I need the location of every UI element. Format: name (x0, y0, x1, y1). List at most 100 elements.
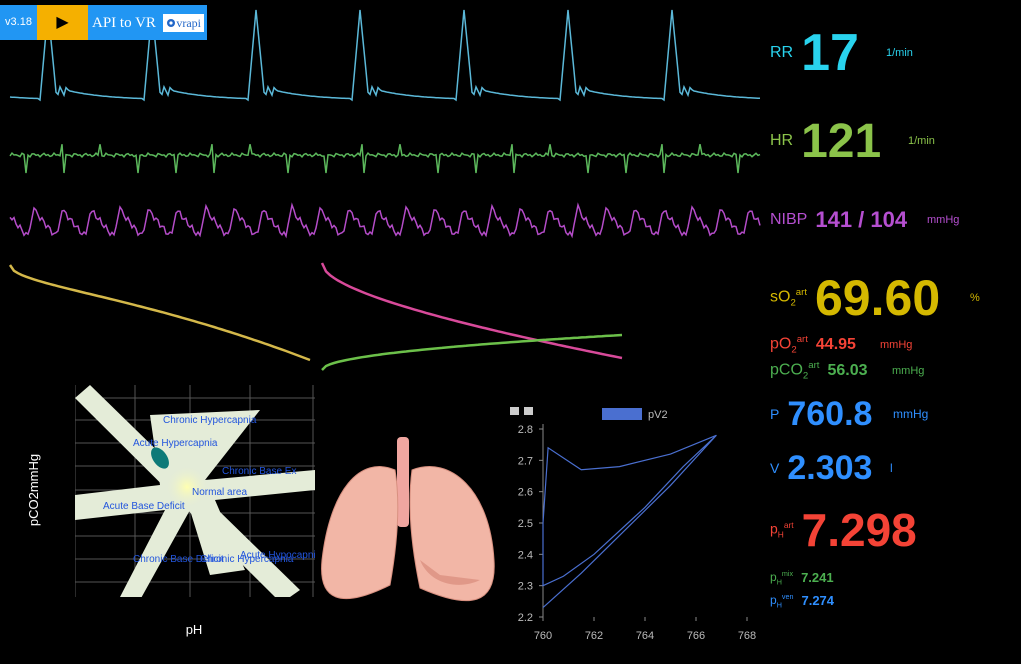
y-tick-label: 2.5 (518, 518, 533, 530)
label-sup: art (783, 520, 794, 531)
vital-value: 7.274 (801, 593, 835, 608)
label-sub: H (776, 600, 782, 610)
x-axis-label: pH (186, 622, 203, 637)
y-tick-label: 2.8 (518, 424, 533, 436)
region-label: Acute Hypercapnia (133, 438, 218, 449)
y-tick-label: 2.3 (518, 581, 533, 593)
label-text: p (770, 520, 778, 537)
trend-yellow (8, 264, 311, 362)
vital-unit: % (970, 292, 980, 304)
y-tick-label: 2.4 (518, 549, 533, 561)
download-icon (510, 407, 519, 415)
vital-label: RR (770, 44, 793, 62)
vital-label: P (770, 406, 779, 422)
region-label: Chronic Hypercapnia (163, 415, 257, 426)
vital-rr: RR 17 1/min (770, 22, 913, 84)
trend-green (321, 333, 623, 371)
vital-pco2: pCO2art 56.03 mmHg (770, 358, 924, 384)
vital-label: pHmix (770, 569, 793, 586)
x-tick-label: 768 (738, 630, 756, 642)
vital-unit: mmHg (880, 339, 913, 351)
api-link[interactable]: API to VR (92, 15, 156, 31)
vital-value: 121 (801, 114, 882, 168)
region-label: Chronic Base Deficit (133, 554, 224, 565)
vital-label: NIBP (770, 211, 807, 229)
acid-base-diagram: Chronic Hypercapnia Acute Hypercapnia Chro… (75, 385, 322, 597)
vital-label: pHven (770, 592, 793, 609)
y-tick-label: 2.6 (518, 487, 533, 499)
vital-label: pHart (770, 520, 794, 539)
vital-unit: 1/min (886, 47, 913, 59)
region-label: Chronic Base Ex (222, 466, 296, 477)
vital-label: sO2art (770, 287, 807, 309)
label-sub: 2 (791, 344, 797, 356)
y-axis-label: pCO2mmHg (26, 454, 41, 526)
label-sub: 2 (802, 370, 809, 382)
gear-icon (167, 19, 176, 27)
trend-pink (320, 262, 623, 360)
vital-value: 69.60 (815, 270, 941, 326)
vital-label: V (770, 460, 779, 476)
play-button[interactable]: ▶ (37, 5, 88, 40)
vital-ph: pHart 7.298 (770, 502, 925, 558)
label-sup: art (796, 334, 808, 346)
vital-phven: pHven 7.274 (770, 589, 842, 612)
label-sub: H (777, 529, 784, 540)
x-tick-label: 762 (585, 630, 603, 642)
label-sub: H (776, 577, 782, 587)
label-text: V (770, 460, 780, 476)
vital-value: 44.95 (815, 336, 856, 353)
vital-so2: sO2art 69.60% (770, 268, 980, 328)
ecg-wave (9, 144, 761, 174)
vital-label: HR (770, 132, 793, 150)
vital-label: pCO2art (770, 360, 819, 382)
region-label: Normal area (192, 487, 247, 498)
vital-value: 2.303 (787, 448, 873, 487)
label-text: HR (770, 132, 794, 149)
vrapi-badge[interactable]: vrapi (163, 14, 205, 32)
vital-unit: mmHg (927, 214, 960, 226)
label-sup: ven (781, 591, 794, 601)
label-sub: 2 (790, 297, 796, 309)
label-text: RR (770, 44, 794, 61)
pv-line (542, 434, 717, 609)
x-tick-label: 760 (534, 630, 552, 642)
x-tick-label: 766 (687, 630, 705, 642)
vital-unit: l (890, 461, 893, 475)
vital-hr: HR 121 1/min (770, 112, 935, 170)
vital-value: 7.298 (801, 504, 917, 556)
vital-label: pO2art (770, 334, 808, 356)
resp-wave (9, 9, 761, 102)
label-text: pO (770, 335, 792, 353)
vital-phmix: pHmix 7.241 (770, 566, 842, 589)
version: v3.18 (0, 5, 37, 40)
vital-value: 17 (801, 24, 859, 82)
vital-v: V 2.303 l (770, 446, 893, 490)
pan-icon (524, 407, 533, 415)
vital-p: P 760.8 mmHg (770, 392, 928, 436)
toolbar-link: API to VR vrapi (88, 5, 207, 40)
label-sup: art (808, 360, 820, 372)
badge-text: vrapi (176, 16, 202, 30)
vital-nibp: NIBP 141 / 104 mmHg (770, 204, 959, 236)
vital-value: 56.03 (827, 362, 868, 379)
y-tick-label: 2.7 (518, 455, 533, 467)
label-sup: mix (781, 568, 794, 578)
region-label: Acute Hypocapnia (240, 550, 322, 561)
vital-unit: mmHg (893, 407, 929, 421)
x-tick-label: 764 (636, 630, 654, 642)
label-text: P (770, 406, 780, 422)
y-tick-label: 2.2 (518, 612, 533, 624)
label-text: p (770, 592, 777, 607)
pleth-wave (9, 202, 761, 239)
label-text: sO (770, 288, 791, 306)
vital-value: 760.8 (787, 394, 873, 433)
label-text: pCO (770, 361, 803, 379)
region-label: Acute Base Deficit (103, 501, 185, 512)
lungs (321, 437, 495, 602)
vital-value: 7.241 (801, 570, 834, 585)
legend-label: pV2 (648, 409, 668, 421)
region-label: Chronic Hypercapnia (200, 554, 294, 565)
